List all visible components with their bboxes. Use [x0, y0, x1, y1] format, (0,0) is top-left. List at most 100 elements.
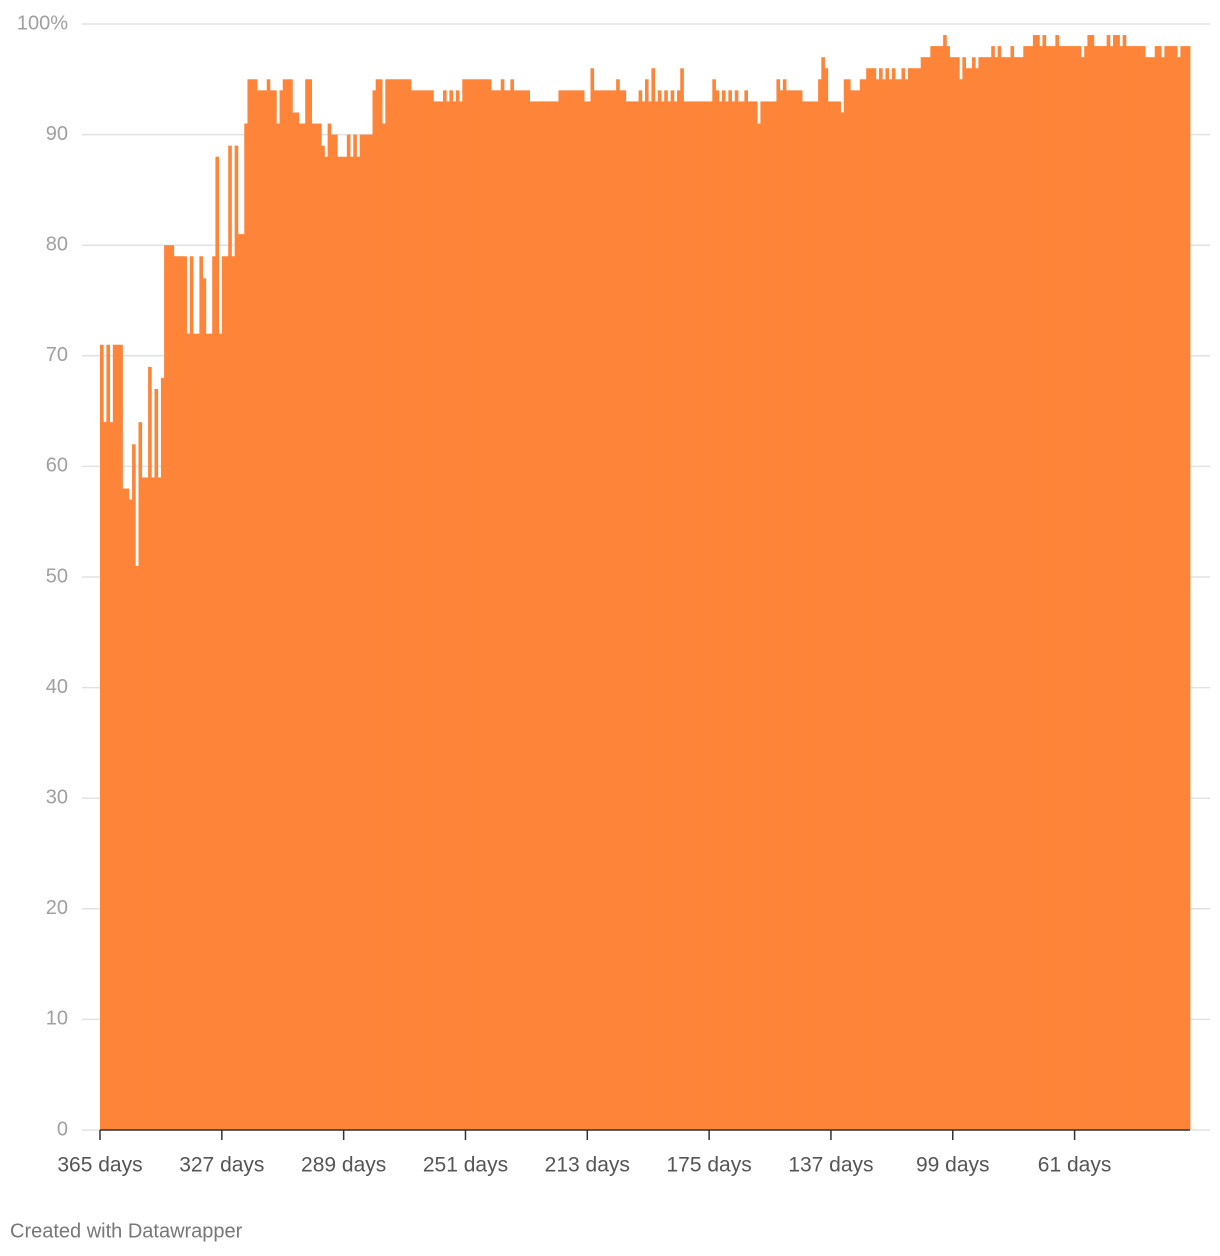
bar — [205, 333, 210, 1130]
bar — [394, 79, 399, 1130]
bar — [116, 344, 120, 1130]
bar — [789, 90, 793, 1131]
bar — [1058, 46, 1063, 1131]
bar — [343, 156, 348, 1131]
bar — [731, 101, 736, 1130]
bar — [189, 256, 194, 1130]
bar — [843, 79, 848, 1130]
bar — [718, 101, 723, 1130]
bar — [289, 79, 293, 1130]
x-tick-label: 137 days — [788, 1154, 873, 1177]
x-tick-label: 289 days — [301, 1154, 386, 1177]
bar — [965, 68, 970, 1131]
bar — [122, 488, 127, 1130]
bar — [1100, 46, 1104, 1131]
bar — [221, 256, 226, 1130]
bar — [898, 79, 902, 1130]
bar — [866, 68, 870, 1131]
bar — [192, 333, 197, 1130]
bar — [978, 57, 983, 1130]
bar — [199, 256, 203, 1130]
bar — [1093, 46, 1098, 1131]
bar — [391, 79, 396, 1130]
bar — [1113, 35, 1117, 1130]
bar — [930, 46, 934, 1131]
bar — [141, 477, 146, 1131]
bar — [125, 488, 130, 1130]
bar — [439, 101, 444, 1130]
y-tick-label: 20 — [46, 897, 68, 919]
bar — [257, 90, 261, 1131]
bar — [670, 90, 675, 1131]
bar — [943, 35, 947, 1130]
bar — [462, 79, 466, 1130]
bar — [840, 112, 845, 1131]
bar — [779, 90, 784, 1131]
bar — [1157, 46, 1162, 1131]
bar — [872, 68, 877, 1131]
bar — [552, 101, 556, 1130]
bar — [404, 79, 409, 1130]
bar — [702, 101, 707, 1130]
bar — [904, 79, 909, 1130]
bar — [414, 90, 418, 1131]
bar — [846, 79, 851, 1130]
bar — [459, 101, 463, 1130]
bar — [186, 333, 191, 1130]
bar — [991, 46, 995, 1131]
bar — [850, 90, 854, 1131]
bar — [103, 422, 107, 1130]
bar — [1081, 57, 1085, 1130]
bar — [523, 90, 527, 1131]
bar — [372, 90, 377, 1131]
bar — [824, 68, 829, 1131]
bar — [330, 134, 335, 1131]
bar — [420, 90, 425, 1131]
bar — [478, 79, 482, 1130]
bar — [654, 101, 659, 1130]
bar — [1167, 46, 1172, 1131]
bar — [686, 101, 691, 1130]
x-tick-label: 365 days — [57, 1154, 142, 1177]
bar — [805, 101, 809, 1130]
bar — [612, 90, 617, 1131]
bar — [747, 101, 752, 1130]
bar — [561, 90, 566, 1131]
bar — [593, 90, 598, 1131]
bar — [577, 90, 582, 1131]
bar — [648, 101, 652, 1130]
bar — [148, 366, 152, 1130]
bar — [423, 90, 428, 1131]
bar — [837, 101, 841, 1130]
bar — [529, 101, 534, 1130]
bar — [949, 57, 954, 1130]
bar — [1036, 35, 1040, 1130]
bar — [353, 134, 357, 1131]
bar — [1045, 46, 1050, 1131]
bar — [766, 101, 771, 1130]
bar — [497, 90, 502, 1131]
bar — [301, 123, 306, 1131]
bar — [728, 90, 732, 1131]
bar — [558, 90, 563, 1131]
bar — [228, 145, 232, 1130]
bar — [677, 90, 681, 1131]
bar — [157, 477, 162, 1131]
bar — [1016, 57, 1021, 1130]
bar — [680, 68, 684, 1131]
bar — [318, 123, 322, 1131]
bar — [151, 477, 155, 1131]
bar — [167, 245, 171, 1130]
bar — [923, 57, 928, 1130]
x-tick-label: 61 days — [1038, 1154, 1112, 1177]
bar — [1084, 46, 1088, 1131]
bar — [378, 79, 383, 1130]
bar — [1048, 46, 1053, 1131]
bar — [218, 333, 223, 1130]
bar — [180, 256, 184, 1130]
bar — [641, 101, 646, 1130]
bar — [237, 234, 242, 1130]
bar — [622, 90, 627, 1131]
bar — [773, 101, 777, 1130]
bar — [241, 234, 245, 1130]
